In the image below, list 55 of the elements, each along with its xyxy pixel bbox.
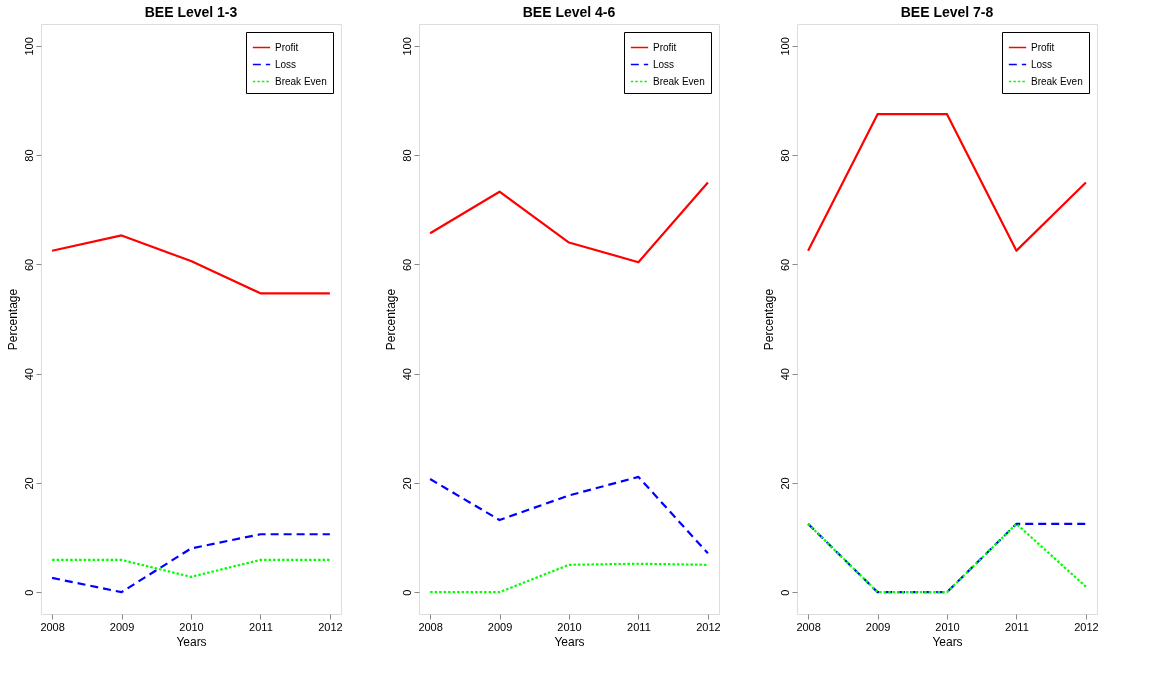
chart-title: BEE Level 7-8 [900, 4, 994, 20]
y-tick-label: 60 [400, 258, 413, 271]
chart-title: BEE Level 4-6 [522, 4, 616, 20]
chart-title: BEE Level 1-3 [144, 4, 238, 20]
line-series [51, 234, 331, 295]
y-tick-label: 60 [778, 258, 791, 271]
legend-label: Loss [1031, 58, 1053, 70]
line-series [429, 181, 709, 264]
x-tick-label: 2011 [1005, 620, 1029, 633]
x-axis-title: Years [932, 634, 963, 649]
x-tick-label: 2008 [796, 620, 821, 633]
y-axis-title: Percentage [761, 288, 776, 351]
line-series [429, 475, 709, 555]
y-tick-label: 40 [22, 368, 35, 381]
x-tick-label: 2011 [627, 620, 651, 633]
x-tick-label: 2008 [418, 620, 443, 633]
y-tick-label: 0 [22, 589, 35, 596]
legend-label: Break Even [275, 75, 327, 87]
y-tick-label: 100 [778, 37, 791, 56]
x-tick-label: 2010 [179, 620, 204, 633]
x-tick-label: 2009 [865, 620, 891, 633]
y-tick-label: 40 [778, 368, 791, 381]
x-tick-label: 2011 [249, 620, 273, 633]
y-tick-label: 80 [22, 149, 35, 162]
x-tick-label: 2012 [1074, 620, 1099, 633]
x-tick-label: 2010 [557, 620, 582, 633]
y-tick-label: 20 [778, 477, 791, 490]
y-tick-label: 100 [400, 37, 413, 56]
x-tick-label: 2012 [318, 620, 343, 633]
legend-label: Break Even [1031, 75, 1083, 87]
y-tick-label: 20 [400, 477, 413, 490]
y-tick-label: 20 [22, 477, 35, 490]
y-axis-title: Percentage [383, 288, 398, 351]
y-tick-label: 0 [778, 589, 791, 596]
y-tick-label: 40 [400, 368, 413, 381]
legend-label: Profit [1031, 41, 1055, 53]
legend-label: Profit [653, 41, 677, 53]
legend-label: Profit [275, 41, 299, 53]
x-tick-label: 2009 [487, 620, 513, 633]
line-series [51, 533, 331, 594]
y-tick-label: 80 [400, 149, 413, 162]
y-tick-label: 60 [22, 258, 35, 271]
y-tick-label: 100 [22, 37, 35, 56]
x-axis-title: Years [554, 634, 585, 649]
y-tick-label: 80 [778, 149, 791, 162]
x-tick-label: 2008 [40, 620, 65, 633]
x-tick-label: 2010 [935, 620, 960, 633]
y-axis-title: Percentage [5, 288, 20, 351]
x-tick-label: 2012 [696, 620, 721, 633]
legend-label: Break Even [653, 75, 705, 87]
legend-label: Loss [653, 58, 675, 70]
x-axis-title: Years [176, 634, 207, 649]
legend-label: Loss [275, 58, 297, 70]
x-tick-label: 2009 [109, 620, 135, 633]
y-tick-label: 0 [400, 589, 413, 596]
